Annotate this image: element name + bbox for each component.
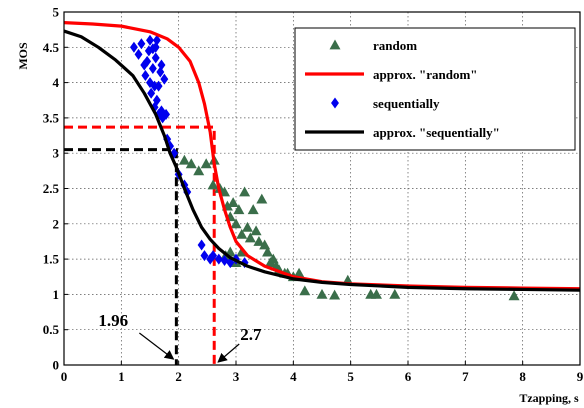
triangle-point	[256, 193, 268, 204]
legend-label: approx. "sequentially"	[373, 125, 500, 140]
x-tick-label: 3	[233, 369, 240, 384]
diamond-point	[206, 253, 215, 265]
triangle-point	[185, 158, 197, 169]
diamond-point	[151, 52, 160, 64]
triangle-point	[370, 288, 382, 299]
diamond-point	[200, 250, 209, 262]
diamond-point	[144, 45, 153, 57]
triangle-point	[293, 267, 305, 278]
y-tick-label: 3.5	[43, 110, 60, 125]
legend-label: random	[373, 38, 417, 53]
diamond-point	[214, 253, 223, 265]
diamond-point	[140, 59, 149, 71]
diamond-point	[157, 59, 166, 71]
legend-label: approx. "random"	[373, 67, 478, 82]
x-tick-label: 2	[175, 369, 182, 384]
x-axis-title: Tzapping, s	[519, 391, 579, 405]
triangle-point	[299, 285, 311, 296]
diamond-point	[209, 250, 218, 262]
grid	[64, 12, 580, 365]
annotation-label-1-96: 1.96	[98, 311, 128, 330]
triangle-point	[207, 179, 219, 190]
triangle-point	[247, 204, 259, 215]
diamond-point	[170, 147, 179, 159]
y-tick-label: 3	[53, 146, 60, 161]
y-axis-title: MOS	[16, 42, 30, 70]
diamond-point	[150, 80, 159, 92]
triangle-point	[389, 288, 401, 299]
y-tick-label: 1.5	[43, 252, 60, 267]
annotations: 1.96 2.7	[98, 311, 262, 363]
triangle-point	[233, 204, 245, 215]
triangle-point	[241, 221, 253, 232]
triangle-point	[253, 235, 265, 246]
x-tick-label: 9	[577, 369, 584, 384]
legend: random approx. "random" sequentially approx…	[294, 27, 576, 151]
triangle-point	[193, 165, 205, 176]
x-tick-label: 0	[61, 369, 68, 384]
diamond-point	[158, 112, 167, 124]
diamond-point	[152, 34, 161, 46]
triangle-point	[262, 246, 274, 257]
y-tick-label: 2.5	[43, 181, 60, 196]
y-tick-label: 4.5	[43, 40, 60, 55]
diamond-point	[162, 108, 171, 120]
axis-ticks: 0 1 2 3 4 5 6 7 8 9 0 0.5 1 1.5 2 2.5 3 3.5 4 4.5 5	[43, 5, 584, 385]
diamond-point	[137, 38, 146, 50]
diamond-point	[147, 87, 156, 99]
legend-label: sequentially	[373, 96, 440, 111]
reference-line	[64, 148, 178, 365]
x-tick-label: 5	[347, 369, 354, 384]
diamond-point	[134, 48, 143, 60]
annotation-label-2-7: 2.7	[240, 325, 262, 344]
x-tick-label: 4	[290, 369, 297, 384]
diamond-point	[220, 255, 229, 267]
triangle-point	[230, 218, 242, 229]
diamond-point	[148, 62, 157, 74]
triangle-point	[178, 154, 190, 165]
diamond-point	[150, 101, 159, 113]
y-tick-label: 0.5	[43, 322, 60, 337]
y-tick-label: 0	[53, 358, 60, 373]
diamond-point	[160, 73, 169, 85]
y-tick-label: 4	[53, 75, 60, 90]
legend-marker	[329, 39, 341, 50]
diamond-point	[152, 94, 161, 106]
triangle-point	[227, 197, 239, 208]
legend-box	[294, 27, 576, 151]
y-tick-label: 2	[53, 216, 60, 231]
reference-line	[64, 125, 216, 365]
diamond-point	[146, 34, 154, 46]
series-layer	[63, 20, 581, 301]
diamond-point	[129, 41, 138, 53]
diamond-point	[226, 257, 235, 269]
diamond-point	[146, 77, 154, 89]
x-tick-label: 7	[462, 369, 469, 384]
annotation-arrow-2-7	[217, 343, 240, 363]
triangle-point	[244, 232, 256, 243]
triangle-point	[239, 186, 251, 197]
diamond-point	[197, 239, 206, 251]
diamond-point	[154, 80, 163, 92]
annotation-arrow-1-96	[139, 332, 175, 360]
y-tick-label: 1	[53, 287, 60, 302]
x-tick-label: 1	[118, 369, 125, 384]
diamond-point	[143, 55, 152, 67]
y-tick-label: 5	[53, 5, 60, 20]
triangle-point	[508, 290, 520, 301]
x-tick-label: 8	[519, 369, 526, 384]
diamond-point	[157, 105, 166, 117]
reference-lines	[64, 125, 216, 365]
diamond-point	[141, 70, 150, 82]
triangle-point	[236, 228, 248, 239]
triangle-point	[250, 225, 262, 236]
triangle-point	[329, 289, 341, 300]
legend-marker	[331, 97, 339, 109]
x-tick-label: 6	[405, 369, 412, 384]
series-line	[63, 29, 581, 292]
triangle-point	[316, 288, 328, 299]
triangle-point	[200, 158, 212, 169]
